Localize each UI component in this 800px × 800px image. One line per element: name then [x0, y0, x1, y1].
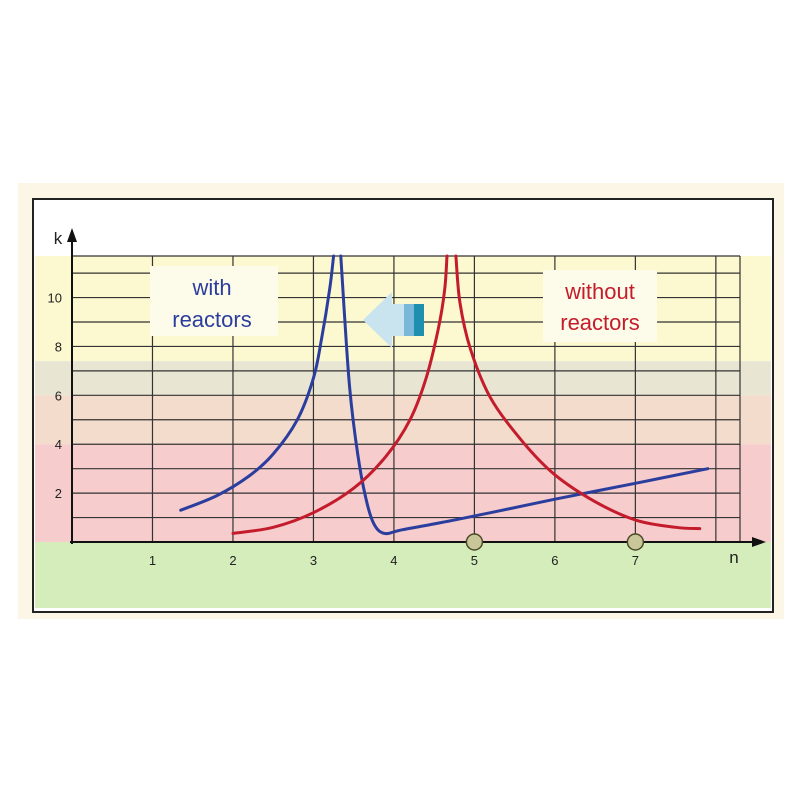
annotations: with reactors without reactors — [150, 266, 657, 342]
x-tick-label: 7 — [632, 553, 639, 568]
tick-labels: 1 2 3 4 5 6 7 2 4 6 8 10 k n — [48, 229, 739, 568]
band-1 — [35, 361, 771, 396]
y-axis-label: k — [54, 229, 63, 248]
without-reactors-curve-1 — [231, 254, 449, 535]
y-tick-label: 4 — [55, 437, 62, 452]
annotation-box — [543, 270, 657, 342]
arrow-head — [363, 292, 392, 348]
x-axis-arrowhead — [752, 537, 766, 547]
arrow-band-3 — [414, 304, 424, 336]
x-tick-label: 4 — [390, 553, 397, 568]
x-tick-label: 2 — [229, 553, 236, 568]
y-tick-label: 2 — [55, 486, 62, 501]
x-tick-label: 1 — [149, 553, 156, 568]
band-4 — [35, 542, 771, 608]
y-tick-label: 10 — [48, 291, 62, 306]
without-reactors-label: reactors — [560, 310, 639, 335]
arrow-band-1 — [390, 304, 404, 336]
series-group — [179, 254, 710, 536]
without-reactors-curve-2 — [454, 254, 702, 531]
y-tick-label: 6 — [55, 388, 62, 403]
with-reactors-label: with — [191, 275, 231, 300]
shift-arrow-icon — [363, 292, 424, 348]
with-reactors-curve-1 — [179, 254, 336, 512]
y-axis-arrowhead — [67, 228, 77, 242]
without-reactors-label: without — [564, 279, 635, 304]
axis-markers — [465, 533, 645, 551]
arrow-band-2 — [404, 304, 414, 336]
x-tick-label: 6 — [551, 553, 558, 568]
x-tick-label: 5 — [471, 553, 478, 568]
x-tick-label: 3 — [310, 553, 317, 568]
n-axis-marker — [465, 533, 484, 551]
with-reactors-curve-2 — [339, 254, 710, 536]
y-tick-label: 8 — [55, 339, 62, 354]
annotation-box — [150, 266, 278, 336]
with-reactors-label: reactors — [172, 307, 251, 332]
n-axis-marker — [626, 533, 645, 551]
x-axis-label: n — [729, 548, 738, 567]
